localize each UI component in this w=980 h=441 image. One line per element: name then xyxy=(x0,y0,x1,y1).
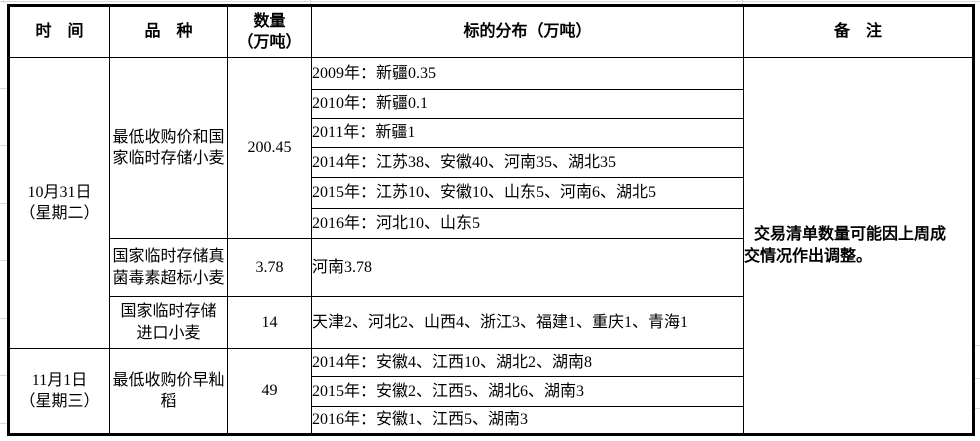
gridline xyxy=(0,260,7,261)
variety-cell: 国家临时存储真 菌毒素超标小麦 xyxy=(109,238,228,297)
table-row: 2016年：安徽1、江西5、湖南3 xyxy=(9,406,974,435)
auction-schedule-table: 时 间 品 种 数量 （万吨） 标的分布（万吨） 备 注 10月31日 （星期二… xyxy=(7,4,975,436)
gridline xyxy=(0,423,7,424)
distribution-cell: 2016年：河北10、山东5 xyxy=(311,208,744,239)
gridline xyxy=(972,408,980,409)
gridline xyxy=(972,345,980,346)
distribution-cell: 2010年：新疆0.1 xyxy=(311,89,744,119)
gridline xyxy=(742,0,743,4)
gridline xyxy=(0,203,7,204)
gridline xyxy=(0,1,980,2)
distribution-cell: 2011年：新疆1 xyxy=(311,118,744,148)
table-row: 国家临时存储真 菌毒素超标小麦 3.78 河南3.78 xyxy=(9,238,974,297)
quantity-cell: 200.45 xyxy=(227,57,312,239)
table-row: 2010年：新疆0.1 xyxy=(9,89,974,119)
table-row: 10月31日 （星期二） 最低收购价和国 家临时存储小麦 200.45 2009… xyxy=(8,57,974,435)
header-cell-variety: 品 种 xyxy=(109,5,228,58)
table-row: 2015年：安徽2、江西5、湖北6、湖南3 xyxy=(9,376,974,407)
gridline xyxy=(0,375,7,376)
gridline xyxy=(0,88,7,89)
remark-cell: 交易清单数量可能因上周成 交情况作出调整。 xyxy=(743,57,974,435)
header-cell-distribution: 标的分布（万吨） xyxy=(311,5,744,58)
header-row: 时 间 品 种 数量 （万吨） 标的分布（万吨） 备 注 xyxy=(8,5,974,58)
table-row: 2011年：新疆1 xyxy=(9,118,974,148)
distribution-cell: 2015年：江苏10、安徽10、山东5、河南6、湖北5 xyxy=(311,177,744,209)
gridline xyxy=(0,318,7,319)
time-cell: 10月31日 （星期二） xyxy=(8,57,110,349)
header-cell-quantity: 数量 （万吨） xyxy=(227,5,312,58)
quantity-cell: 14 xyxy=(227,296,312,349)
distribution-cell: 天津2、河北2、山西4、浙江3、福建1、重庆1、青海1 xyxy=(311,296,744,349)
variety-cell: 国家临时存储 进口小麦 xyxy=(109,296,228,349)
quantity-cell: 3.78 xyxy=(227,238,312,297)
table-row: 11月1日 （星期三） 最低收购价早籼 稻 49 2014年：安徽4、江西10、… xyxy=(8,348,974,435)
gridline xyxy=(972,378,980,379)
distribution-cell: 2009年：新疆0.35 xyxy=(311,57,744,90)
distribution-cell: 2014年：江苏38、安徽40、河南35、湖北35 xyxy=(311,147,744,178)
header-cell-remark: 备 注 xyxy=(743,5,974,58)
quantity-cell: 49 xyxy=(227,348,312,435)
table-row: 国家临时存储 进口小麦 14 天津2、河北2、山西4、浙江3、福建1、重庆1、青… xyxy=(9,296,974,349)
distribution-cell: 2015年：安徽2、江西5、湖北6、湖南3 xyxy=(311,376,744,407)
distribution-cell: 2016年：安徽1、江西5、湖南3 xyxy=(311,406,744,435)
gridline xyxy=(0,145,7,146)
gridline xyxy=(310,0,311,4)
distribution-cell: 河南3.78 xyxy=(311,238,744,297)
variety-cell: 最低收购价早籼 稻 xyxy=(109,348,228,435)
distribution-cell: 2014年：安徽4、江西10、湖北2、湖南8 xyxy=(311,348,744,377)
table-row: 2014年：江苏38、安徽40、河南35、湖北35 xyxy=(9,147,974,178)
time-cell: 11月1日 （星期三） xyxy=(8,348,110,435)
variety-cell: 最低收购价和国 家临时存储小麦 xyxy=(109,57,228,239)
header-cell-time: 时 间 xyxy=(8,5,110,58)
gridline xyxy=(3,0,4,3)
table-row: 2015年：江苏10、安徽10、山东5、河南6、湖北5 xyxy=(9,177,974,209)
